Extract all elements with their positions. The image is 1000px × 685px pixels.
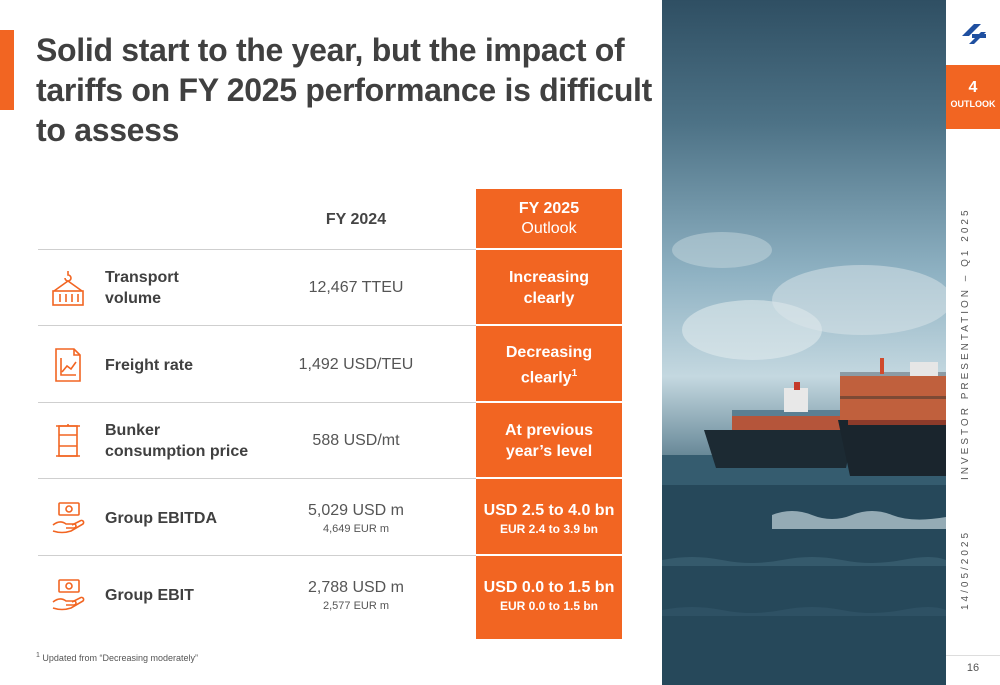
table-row-transport-volume: Transport volume 12,467 TTEU Increasing c… [38, 250, 622, 326]
company-logo-icon [962, 24, 986, 44]
page-number: 16 [966, 662, 980, 674]
outlook-divider [476, 554, 622, 556]
row-divider [38, 555, 476, 556]
row-label-line1: Group EBITDA [105, 509, 217, 527]
fy2024-main: 5,029 USD m [307, 501, 405, 519]
fy2024-value: 12,467 TTEU [236, 250, 476, 326]
row-label: Freight rate [105, 327, 275, 403]
row-label-line1: Group EBIT [105, 586, 194, 604]
table-row-group-ebit: Group EBIT 2,788 USD m 2,577 EUR m USD 0… [38, 557, 622, 633]
footnote-mark: 1 [36, 652, 40, 659]
outlook-value: Increasing clearly [476, 250, 622, 326]
outlook-line1: USD 2.5 to 4.0 bn [483, 501, 615, 519]
footnote-marker: 1 [571, 367, 578, 379]
row-label-line1: Freight rate [105, 356, 194, 374]
outlook-line1: Increasing [508, 269, 590, 286]
fy2024-main: 588 USD/mt [312, 432, 400, 449]
row-label: Bunker consumption price [105, 403, 275, 479]
row-label-line1: Bunker [105, 422, 161, 439]
outlook-line2: clearly [520, 369, 572, 387]
outlook-value: At previous year’s level [476, 403, 622, 479]
outlook-line2: year’s level [505, 443, 593, 460]
column-header-fy2024: FY 2024 [325, 211, 387, 228]
container-crane-icon [52, 271, 84, 306]
fy2024-main: 2,788 USD m [307, 578, 405, 596]
container-ships-photo [662, 0, 946, 685]
presentation-label: INVESTOR PRESENTATION – Q1 2025 [960, 207, 971, 480]
footnote: 1 Updated from “Decreasing moderately” [36, 652, 198, 663]
fy2024-value: 2,788 USD m 2,577 EUR m [236, 557, 476, 633]
footnote-text: Updated from “Decreasing moderately” [42, 653, 198, 663]
outlook-line1: USD 0.0 to 1.5 bn [483, 578, 615, 596]
fy2024-value: 588 USD/mt [236, 403, 476, 479]
outlook-value: Decreasing clearly1 [476, 327, 622, 403]
fuel-tank-icon [56, 424, 80, 457]
section-number: 4 [968, 79, 978, 96]
outlook-line1: Decreasing [505, 343, 593, 361]
fy2024-value: 1,492 USD/TEU [236, 327, 476, 403]
column-header-fy2025: FY 2025 Outlook [476, 189, 622, 249]
line-chart-icon [55, 348, 81, 382]
fy2024-main: 12,467 TTEU [308, 279, 404, 296]
row-label-line1: Transport [105, 269, 179, 286]
presentation-date: 14/05/2025 [960, 529, 971, 610]
table-row-freight-rate: Freight rate 1,492 USD/TEU Decreasing cl… [38, 327, 622, 403]
section-label: OUTLOOK [950, 99, 996, 109]
fy2024-value: 5,029 USD m 4,649 EUR m [236, 480, 476, 556]
outlook-line2: EUR 0.0 to 1.5 bn [499, 598, 599, 613]
row-label: Group EBITDA [105, 480, 275, 556]
section-tab-outlook[interactable]: 4 OUTLOOK [946, 65, 1000, 129]
outlook-value: USD 0.0 to 1.5 bn EUR 0.0 to 1.5 bn [476, 557, 622, 633]
outlook-divider [476, 248, 622, 250]
title-accent-bar [0, 30, 14, 110]
table-row-group-ebitda: Group EBITDA 5,029 USD m 4,649 EUR m USD… [38, 480, 622, 556]
outlook-value: USD 2.5 to 4.0 bn EUR 2.4 to 3.9 bn [476, 480, 622, 556]
outlook-line2: clearly [523, 290, 575, 307]
page-title: Solid start to the year, but the impact … [36, 32, 653, 148]
money-hand-icon [52, 502, 85, 534]
row-divider [38, 249, 476, 250]
table-row-bunker-price: Bunker consumption price 588 USD/mt At pr… [38, 403, 622, 479]
fy2024-secondary: 2,577 EUR m [322, 599, 390, 612]
row-divider [38, 402, 476, 403]
outlook-divider [476, 401, 622, 403]
column-header-fy2025-sub: Outlook [521, 220, 577, 237]
row-label-line2: consumption price [105, 443, 249, 460]
fy2024-main: 1,492 USD/TEU [298, 356, 414, 373]
outlook-line2: EUR 2.4 to 3.9 bn [499, 521, 599, 536]
row-label: Group EBIT [105, 557, 275, 633]
row-label-line2: volume [105, 290, 162, 307]
row-label: Transport volume [105, 250, 275, 326]
sidebar-divider [946, 655, 1000, 656]
fy2024-secondary: 4,649 EUR m [322, 522, 390, 535]
outlook-divider [476, 324, 622, 326]
row-divider [38, 478, 476, 479]
row-divider [38, 325, 476, 326]
money-hand-icon [52, 579, 85, 611]
outlook-line1: At previous [504, 422, 593, 439]
outlook-divider [476, 477, 622, 479]
column-header-fy2025-year: FY 2025 [518, 200, 580, 217]
outlook-column-background [476, 189, 622, 639]
